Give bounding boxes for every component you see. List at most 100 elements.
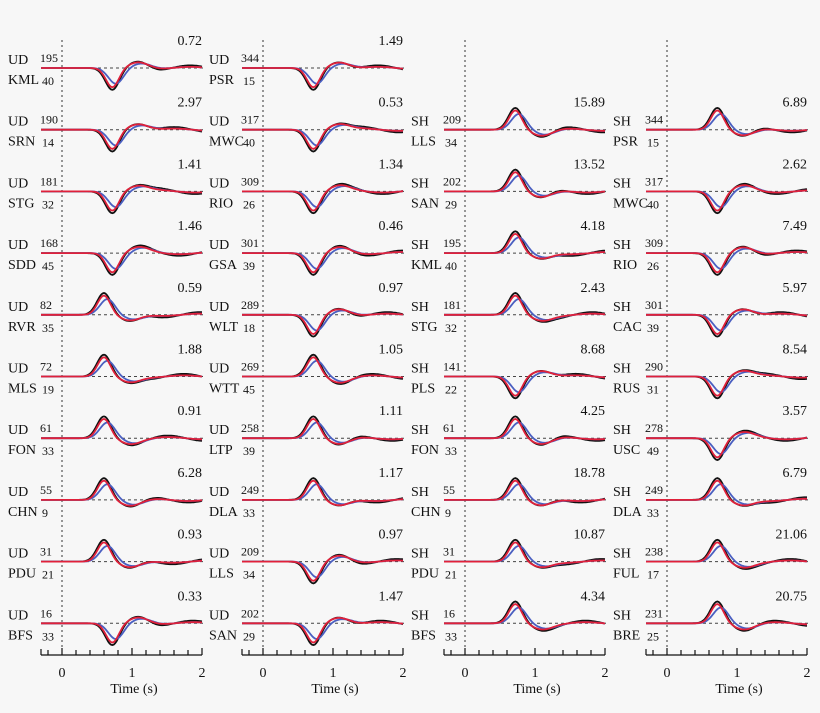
synthetic-trace-red	[646, 431, 808, 459]
amplitude-label: 2.97	[178, 96, 203, 111]
distance-label: 29	[243, 629, 255, 643]
synthetic-trace-red	[41, 184, 203, 212]
station-label: PSR	[613, 135, 639, 150]
station-label: RVR	[8, 320, 36, 335]
waveform-panel: UD 31 PDU 21 0.93	[8, 528, 204, 582]
azimuth-label: 202	[241, 606, 259, 620]
station-label: BFS	[411, 628, 436, 643]
component-label: UD	[8, 53, 28, 68]
distance-label: 33	[445, 629, 457, 643]
azimuth-label: 195	[443, 236, 461, 250]
distance-label: 45	[243, 383, 255, 397]
synthetic-trace-red	[646, 246, 808, 274]
component-label: UD	[8, 362, 28, 377]
azimuth-label: 309	[645, 236, 663, 250]
station-label: CHN	[411, 505, 441, 520]
waveform-panel: UD 317 MWC 40 0.53	[209, 96, 405, 153]
synthetic-trace-red	[444, 109, 605, 137]
station-label: KML	[8, 73, 39, 88]
distance-label: 34	[243, 568, 255, 582]
azimuth-label: 249	[241, 483, 259, 497]
distance-label: 40	[445, 259, 457, 273]
tick-label: 0	[462, 666, 469, 681]
azimuth-label: 61	[443, 421, 455, 435]
distance-label: 34	[445, 136, 457, 150]
waveform-panel: SH 202 SAN 29 13.52	[411, 157, 607, 211]
amplitude-label: 0.72	[178, 34, 203, 49]
synthetic-trace-red	[242, 61, 404, 89]
waveform-panel: UD 61 FON 33 0.91	[8, 404, 204, 458]
station-label: LTP	[209, 443, 233, 458]
component-label: UD	[8, 300, 28, 315]
azimuth-label: 168	[40, 236, 58, 250]
station-label: RUS	[613, 382, 640, 397]
synthetic-trace-red	[646, 308, 808, 335]
tick-label: 2	[400, 666, 407, 681]
synthetic-trace-red	[242, 418, 404, 445]
component-label: UD	[8, 176, 28, 191]
amplitude-label: 1.17	[379, 466, 404, 481]
distance-label: 9	[42, 506, 48, 520]
amplitude-label: 0.33	[178, 589, 203, 604]
distance-label: 31	[647, 383, 659, 397]
station-label: PDU	[411, 567, 439, 582]
component-label: SH	[613, 547, 631, 562]
waveform-panel: SH 344 PSR 15 6.89	[613, 96, 809, 150]
distance-label: 49	[647, 444, 659, 458]
synthetic-trace-red	[444, 370, 606, 397]
waveform-panel: UD 209 LLS 34 0.97	[209, 528, 405, 585]
component-label: SH	[613, 485, 631, 500]
tick-label: 0	[260, 666, 267, 681]
station-label: FON	[411, 443, 439, 458]
synthetic-trace-red	[41, 616, 203, 644]
amplitude-label: 5.97	[783, 281, 808, 296]
component-label: SH	[411, 300, 429, 315]
azimuth-label: 317	[645, 174, 663, 188]
component-label: UD	[209, 608, 229, 623]
synthetic-trace-red	[242, 308, 404, 335]
waveform-panel: SH 317 MWC 40 2.62	[613, 157, 809, 215]
azimuth-label: 16	[443, 606, 455, 620]
distance-label: 33	[42, 629, 54, 643]
component-label: SH	[411, 362, 429, 377]
component-label: SH	[411, 547, 429, 562]
synthetic-trace-red	[41, 541, 203, 569]
synthetic-trace-red	[444, 541, 605, 569]
component-label: SH	[613, 176, 631, 191]
azimuth-label: 309	[241, 174, 259, 188]
synthetic-trace-red	[646, 479, 807, 507]
station-label: BFS	[8, 628, 33, 643]
amplitude-label: 15.89	[574, 96, 606, 111]
amplitude-label: 6.79	[783, 466, 808, 481]
observed-trace	[41, 292, 202, 322]
waveform-panel: UD 168 SDD 45 1.46	[8, 219, 204, 276]
synthetic-trace-red	[41, 246, 203, 274]
amplitude-label: 1.05	[379, 343, 404, 358]
tick-label: 2	[602, 666, 609, 681]
station-label: FON	[8, 443, 36, 458]
component-label: UD	[8, 423, 28, 438]
panel-column: SH 344 PSR 15 6.89 SH 317 MWC 40 2.62 SH 309 RIO 26 7.…	[613, 40, 811, 697]
azimuth-label: 55	[40, 483, 52, 497]
x-axis-label: Time (s)	[715, 682, 763, 697]
azimuth-label: 231	[645, 606, 663, 620]
synthetic-trace-red	[41, 356, 203, 384]
synthetic-trace-red	[444, 418, 606, 445]
synthetic-trace-red	[41, 61, 203, 89]
amplitude-label: 1.11	[379, 404, 403, 419]
tick-label: 1	[129, 666, 136, 681]
x-axis-label: Time (s)	[311, 682, 359, 697]
azimuth-label: 195	[40, 51, 58, 65]
amplitude-label: 0.97	[379, 281, 404, 296]
component-label: SH	[613, 300, 631, 315]
component-label: UD	[8, 547, 28, 562]
distance-label: 39	[243, 259, 255, 273]
distance-label: 9	[445, 506, 451, 520]
station-label: SAN	[209, 628, 237, 643]
station-label: WTT	[209, 382, 240, 397]
synthetic-trace-red	[444, 171, 606, 198]
